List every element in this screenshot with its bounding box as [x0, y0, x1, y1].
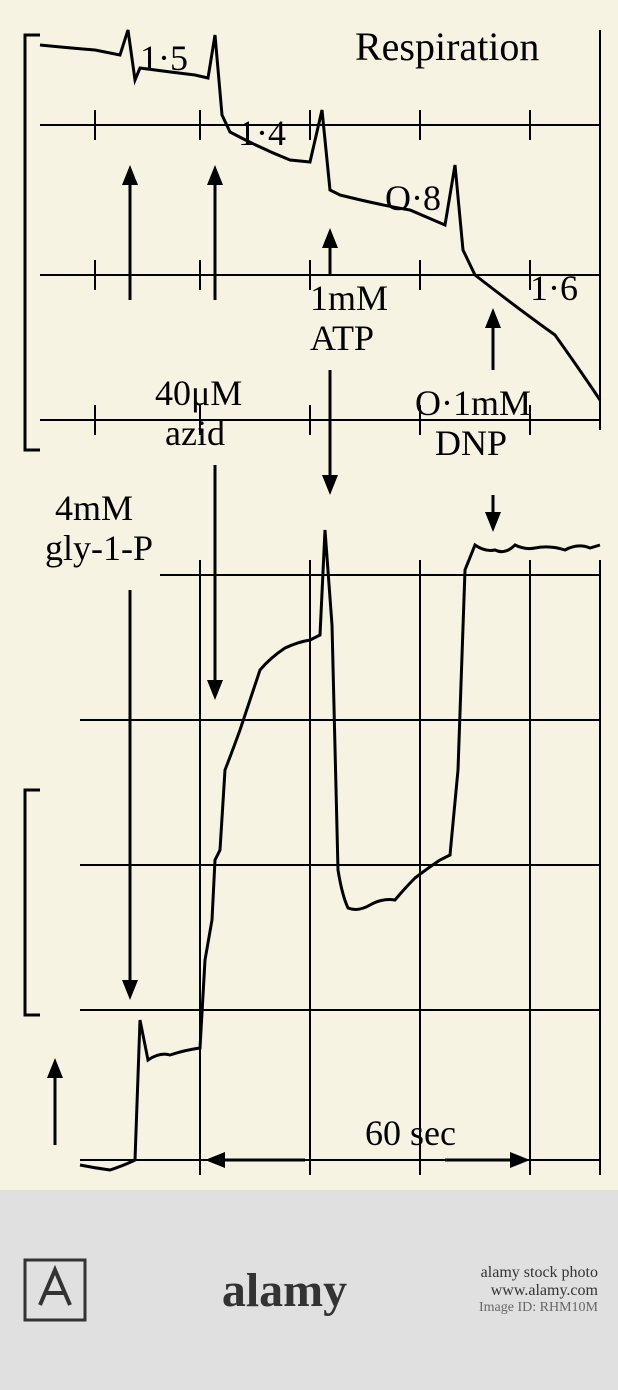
time-arrow-right	[445, 1152, 530, 1168]
label-1-5: 1·5	[140, 38, 188, 78]
lower-bracket	[25, 790, 40, 1015]
label-atp-2: ATP	[310, 318, 374, 358]
alamy-logo-icon	[20, 1255, 90, 1325]
watermark-bar: alamy alamy stock photo www.alamy.com Im…	[0, 1190, 618, 1390]
arrow-down-4	[485, 495, 501, 532]
arrow-down-2	[207, 465, 223, 700]
alamy-text-block: alamy stock photo www.alamy.com Image ID…	[479, 1264, 598, 1316]
arrow-up-2	[207, 165, 223, 300]
label-gly-1: 4mM	[55, 488, 133, 528]
time-arrow-left	[205, 1152, 305, 1168]
label-time: 60 sec	[365, 1113, 456, 1153]
label-0-8: O·8	[385, 178, 441, 218]
alamy-image-id: Image ID: RHM10M	[479, 1300, 598, 1316]
arrow-up-4	[485, 308, 501, 370]
chart-svg: Respiration 1·5 1·4 O·8 1·6 1mM ATP 40μM…	[0, 0, 618, 1390]
label-1-6: 1·6	[530, 268, 578, 308]
arrow-down-3	[322, 370, 338, 495]
label-1-4: 1·4	[238, 113, 286, 153]
label-dnp-1: O·1mM	[415, 383, 531, 423]
alamy-tagline: alamy stock photo	[479, 1264, 598, 1282]
chart-container: Respiration 1·5 1·4 O·8 1·6 1mM ATP 40μM…	[0, 0, 618, 1390]
alamy-brand: alamy	[222, 1263, 347, 1318]
arrow-up-small	[47, 1058, 63, 1145]
alamy-url: www.alamy.com	[479, 1282, 598, 1300]
lower-trace	[80, 530, 600, 1170]
upper-bracket	[25, 35, 40, 450]
label-dnp-2: DNP	[435, 423, 507, 463]
label-gly-2: gly-1-P	[45, 528, 153, 568]
label-azid-2: azid	[165, 413, 225, 453]
arrow-down-1	[122, 590, 138, 1000]
arrow-up-1	[122, 165, 138, 300]
alamy-logo-container	[20, 1255, 90, 1325]
label-respiration: Respiration	[355, 24, 539, 69]
label-azid-1: 40μM	[155, 373, 242, 413]
arrow-up-3	[322, 228, 338, 275]
label-atp-1: 1mM	[310, 278, 388, 318]
